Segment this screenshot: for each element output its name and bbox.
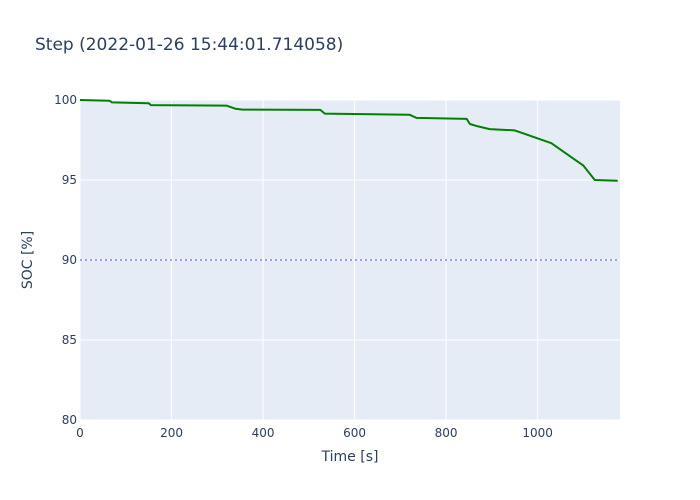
chart-title: Step (2022-01-26 15:44:01.714058) <box>35 35 343 55</box>
y-tick-label: 85 <box>62 333 77 347</box>
y-tick-labels: 80 85 90 95 100 <box>54 93 77 427</box>
x-tick-label: 0 <box>76 426 84 440</box>
x-axis-title: Time [s] <box>321 449 379 465</box>
x-tick-label: 800 <box>435 426 458 440</box>
series-line <box>79 99 618 182</box>
y-tick-label: 100 <box>54 93 77 107</box>
x-tick-label: 600 <box>343 426 366 440</box>
y-tick-label: 80 <box>62 413 77 427</box>
x-tick-label: 1000 <box>522 426 553 440</box>
series-group <box>79 99 618 182</box>
y-axis-title: SOC [%] <box>20 231 36 289</box>
y-tick-label: 95 <box>62 173 77 187</box>
y-tick-label: 90 <box>62 253 77 267</box>
x-tick-labels: 0 200 400 600 800 1000 <box>76 426 553 440</box>
x-tick-label: 400 <box>252 426 275 440</box>
x-tick-label: 200 <box>160 426 183 440</box>
